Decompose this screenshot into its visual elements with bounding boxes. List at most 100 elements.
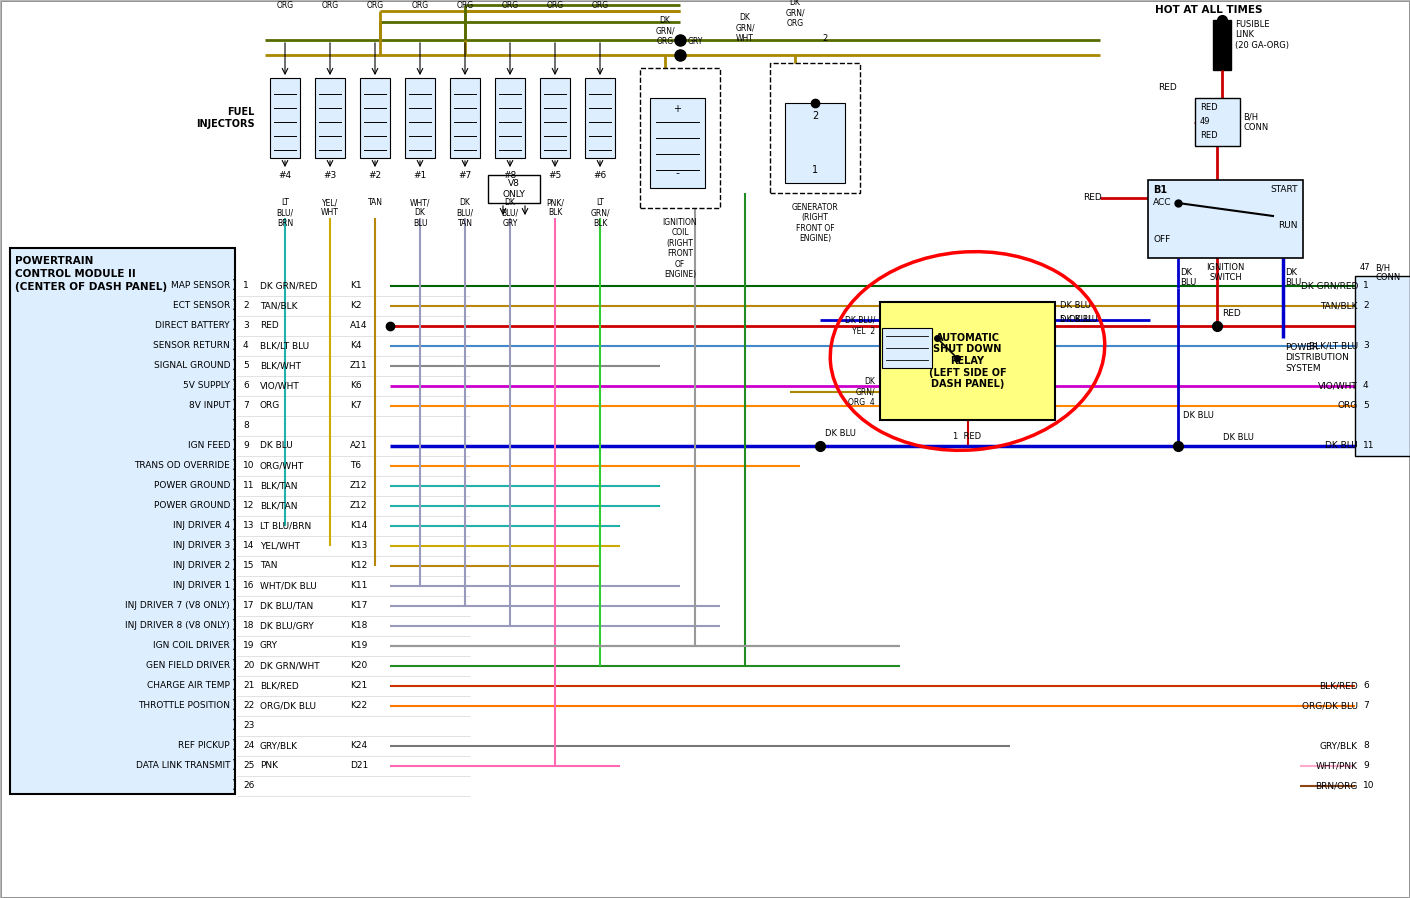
Text: RED: RED bbox=[1083, 193, 1103, 203]
Bar bbox=[10, 248, 235, 794]
Text: POWER
DISTRIBUTION
SYSTEM: POWER DISTRIBUTION SYSTEM bbox=[1285, 343, 1349, 373]
Text: VIO/WHT: VIO/WHT bbox=[1318, 382, 1358, 391]
Text: 2: 2 bbox=[243, 302, 248, 311]
Text: #2: #2 bbox=[368, 171, 382, 180]
Text: ): ) bbox=[233, 460, 237, 472]
Bar bbox=[488, 175, 540, 203]
Text: 15: 15 bbox=[243, 561, 254, 570]
Text: DK BLU: DK BLU bbox=[259, 442, 293, 451]
Text: 9: 9 bbox=[243, 442, 248, 451]
Text: 5V SUPPLY: 5V SUPPLY bbox=[183, 382, 230, 391]
Text: ORG/WHT: ORG/WHT bbox=[259, 462, 305, 471]
Text: DK BLU/TAN: DK BLU/TAN bbox=[259, 602, 313, 611]
Text: BLK/WHT: BLK/WHT bbox=[259, 362, 300, 371]
Text: WHT/PNK: WHT/PNK bbox=[1316, 762, 1358, 770]
Text: 1: 1 bbox=[812, 165, 818, 175]
Text: ): ) bbox=[233, 680, 237, 692]
Text: K6: K6 bbox=[350, 382, 361, 391]
Text: 5  DK BLU: 5 DK BLU bbox=[1060, 315, 1097, 324]
Text: 3: 3 bbox=[1363, 341, 1369, 350]
Bar bbox=[540, 78, 570, 158]
Text: YEL  2: YEL 2 bbox=[852, 328, 876, 337]
Text: LT BLU/BRN: LT BLU/BRN bbox=[259, 522, 312, 531]
Text: K13: K13 bbox=[350, 541, 368, 550]
Text: DK
GRN/
ORG  4: DK GRN/ ORG 4 bbox=[849, 377, 876, 407]
Text: 14: 14 bbox=[243, 541, 254, 550]
Text: 13: 13 bbox=[243, 522, 254, 531]
Bar bbox=[880, 302, 1055, 420]
Text: DATA LINK TRANSMIT: DATA LINK TRANSMIT bbox=[135, 762, 230, 770]
Text: ): ) bbox=[233, 639, 237, 653]
Text: 12: 12 bbox=[243, 501, 254, 510]
Text: 8: 8 bbox=[243, 421, 248, 430]
Text: YEL/
WHT: YEL/ WHT bbox=[321, 198, 338, 217]
Text: K24: K24 bbox=[350, 742, 367, 751]
Text: #3: #3 bbox=[323, 171, 337, 180]
Text: ): ) bbox=[233, 700, 237, 712]
Text: WHT/DK BLU: WHT/DK BLU bbox=[259, 582, 317, 591]
Text: DK
BLU: DK BLU bbox=[1180, 268, 1196, 287]
Bar bbox=[495, 78, 525, 158]
Text: DK BLU: DK BLU bbox=[1325, 442, 1358, 451]
Text: 20: 20 bbox=[243, 662, 254, 671]
Text: DK GRN/WHT: DK GRN/WHT bbox=[259, 662, 320, 671]
Text: Z11: Z11 bbox=[350, 362, 368, 371]
Text: OFF: OFF bbox=[1153, 235, 1170, 244]
Text: ): ) bbox=[233, 600, 237, 612]
Text: ACC: ACC bbox=[1153, 198, 1172, 207]
Text: ): ) bbox=[233, 300, 237, 313]
Text: TAN/BLK: TAN/BLK bbox=[259, 302, 298, 311]
Text: PNK/
BLK: PNK/ BLK bbox=[546, 198, 564, 217]
Text: LT
BLU/
BRN: LT BLU/ BRN bbox=[276, 198, 293, 228]
Text: ORG/DK BLU: ORG/DK BLU bbox=[259, 701, 316, 710]
Text: ): ) bbox=[233, 559, 237, 573]
Text: DK
GRN/
ORG: DK GRN/ ORG bbox=[501, 0, 520, 10]
Text: DK
GRN/
WHT: DK GRN/ WHT bbox=[735, 13, 754, 43]
Text: BLK/RED: BLK/RED bbox=[1320, 682, 1358, 691]
Text: K19: K19 bbox=[350, 641, 368, 650]
Text: B/H
CONN: B/H CONN bbox=[1244, 112, 1268, 132]
Text: RED: RED bbox=[259, 321, 279, 330]
Text: DK
GRN/
ORG: DK GRN/ ORG bbox=[365, 0, 385, 10]
Text: #5: #5 bbox=[548, 171, 561, 180]
Text: 7: 7 bbox=[1363, 701, 1369, 710]
Text: ECT SENSOR: ECT SENSOR bbox=[173, 302, 230, 311]
Text: RED: RED bbox=[1158, 84, 1177, 92]
Text: VIO/WHT: VIO/WHT bbox=[259, 382, 300, 391]
Text: A14: A14 bbox=[350, 321, 368, 330]
Text: LT
GRN/
BLK: LT GRN/ BLK bbox=[591, 198, 609, 228]
Text: K4: K4 bbox=[350, 341, 361, 350]
Text: BLK/LT BLU: BLK/LT BLU bbox=[259, 341, 309, 350]
Text: TRANS OD OVERRIDE: TRANS OD OVERRIDE bbox=[134, 462, 230, 471]
Text: 25: 25 bbox=[243, 762, 254, 770]
Text: 7: 7 bbox=[243, 401, 248, 410]
Text: K11: K11 bbox=[350, 582, 368, 591]
Text: 6: 6 bbox=[243, 382, 248, 391]
Text: 18: 18 bbox=[243, 621, 254, 630]
Bar bbox=[650, 98, 705, 188]
Text: DK BLU: DK BLU bbox=[1222, 434, 1253, 443]
Text: BLK/LT BLU: BLK/LT BLU bbox=[1308, 341, 1358, 350]
Text: REF PICKUP: REF PICKUP bbox=[179, 742, 230, 751]
Text: #4: #4 bbox=[278, 171, 292, 180]
Text: ): ) bbox=[233, 779, 237, 793]
Text: RED: RED bbox=[1222, 309, 1241, 318]
Text: #7: #7 bbox=[458, 171, 471, 180]
Text: YEL/WHT: YEL/WHT bbox=[259, 541, 300, 550]
Text: K20: K20 bbox=[350, 662, 367, 671]
Text: DK BLU: DK BLU bbox=[1060, 301, 1091, 310]
Text: GEN FIELD DRIVER: GEN FIELD DRIVER bbox=[145, 662, 230, 671]
Text: ): ) bbox=[233, 719, 237, 733]
Text: DK
GRN/
ORG: DK GRN/ ORG bbox=[410, 0, 430, 10]
Text: POWER GROUND: POWER GROUND bbox=[154, 481, 230, 490]
Text: TAN: TAN bbox=[259, 561, 278, 570]
Text: INJ DRIVER 2: INJ DRIVER 2 bbox=[173, 561, 230, 570]
Text: RED: RED bbox=[1200, 103, 1218, 112]
Text: DIRECT BATTERY: DIRECT BATTERY bbox=[155, 321, 230, 330]
Bar bbox=[360, 78, 391, 158]
Text: BLK/TAN: BLK/TAN bbox=[259, 501, 298, 510]
Text: 1: 1 bbox=[1363, 281, 1369, 290]
Bar bbox=[1213, 20, 1231, 70]
Text: 19: 19 bbox=[243, 641, 254, 650]
Text: WHT/
DK
BLU: WHT/ DK BLU bbox=[410, 198, 430, 228]
